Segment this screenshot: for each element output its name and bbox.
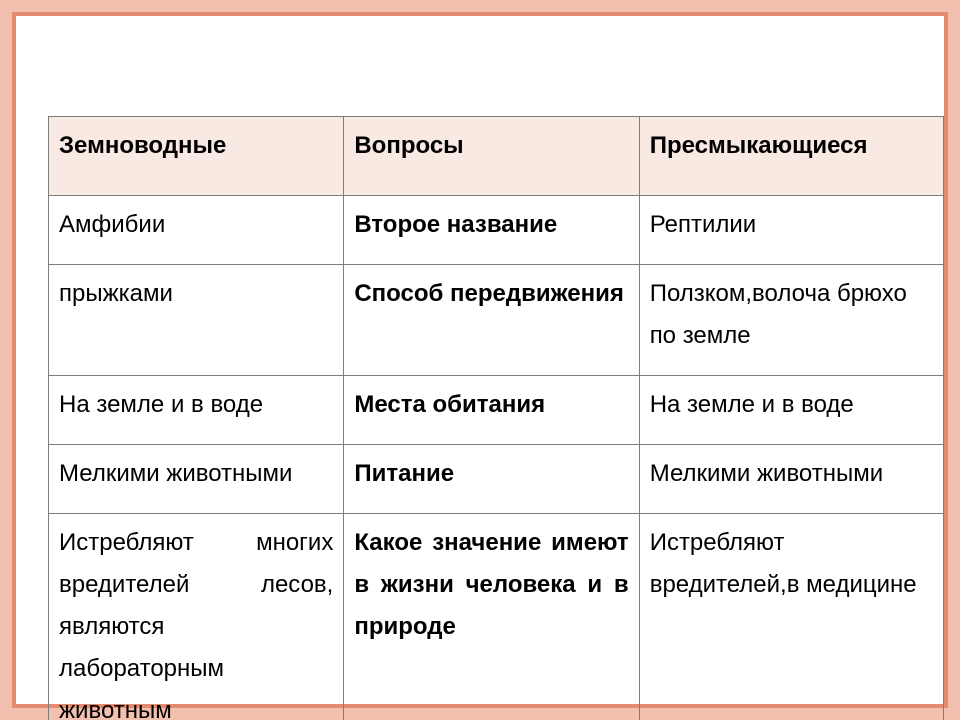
table-row: Мелкими животными Питание Мелкими животн… bbox=[49, 445, 944, 514]
inner-frame: Земноводные Вопросы Пресмыкающиеся Амфиб… bbox=[12, 12, 948, 708]
cell-mid: Какое значение имеют в жизни человека и … bbox=[344, 514, 639, 720]
col-header-left: Земноводные bbox=[49, 117, 344, 196]
cell-mid: Второе название bbox=[344, 196, 639, 265]
slide: Земноводные Вопросы Пресмыкающиеся Амфиб… bbox=[0, 0, 960, 720]
cell-right: Мелкими животными bbox=[639, 445, 943, 514]
cell-right: Рептилии bbox=[639, 196, 943, 265]
cell-right: Истребляют вредителей,в медицине bbox=[639, 514, 943, 720]
cell-left: Мелкими животными bbox=[49, 445, 344, 514]
table-row: Истребляют многих вредителей лесов, явля… bbox=[49, 514, 944, 720]
table-row: прыжками Способ передвижения Ползком,вол… bbox=[49, 265, 944, 376]
cell-mid: Места обитания bbox=[344, 376, 639, 445]
content-area: Земноводные Вопросы Пресмыкающиеся Амфиб… bbox=[48, 116, 944, 704]
cell-mid: Питание bbox=[344, 445, 639, 514]
cell-left: На земле и в воде bbox=[49, 376, 344, 445]
cell-left: Амфибии bbox=[49, 196, 344, 265]
cell-mid: Способ передвижения bbox=[344, 265, 639, 376]
cell-left: Истребляют многих вредителей лесов, явля… bbox=[49, 514, 344, 720]
comparison-table: Земноводные Вопросы Пресмыкающиеся Амфиб… bbox=[48, 116, 944, 720]
table-row: Амфибии Второе название Рептилии bbox=[49, 196, 944, 265]
cell-left: прыжками bbox=[49, 265, 344, 376]
col-header-right: Пресмыкающиеся bbox=[639, 117, 943, 196]
table-row: На земле и в воде Места обитания На земл… bbox=[49, 376, 944, 445]
cell-right: Ползком,волоча брюхо по земле bbox=[639, 265, 943, 376]
col-header-middle: Вопросы bbox=[344, 117, 639, 196]
cell-right: На земле и в воде bbox=[639, 376, 943, 445]
table-header-row: Земноводные Вопросы Пресмыкающиеся bbox=[49, 117, 944, 196]
